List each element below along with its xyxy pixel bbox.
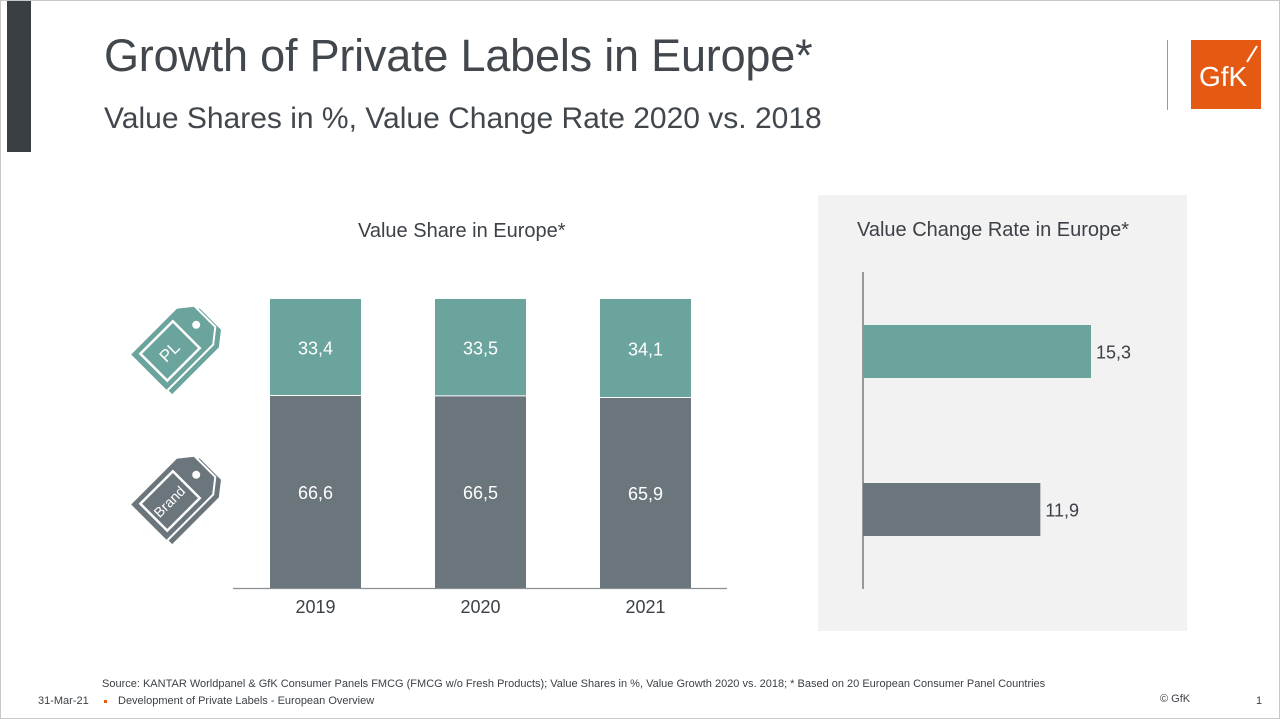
footer-source-note: Source: KANTAR Worldpanel & GfK Consumer… <box>102 678 1046 690</box>
data-label: 66,6 <box>298 483 333 503</box>
x-tick-label: 2020 <box>460 597 500 617</box>
gfk-logo: GfK <box>1191 40 1261 109</box>
bar-brand-2021 <box>600 397 691 588</box>
data-label: 33,5 <box>463 338 498 358</box>
bar-private-label <box>863 325 1091 378</box>
data-label: 11,9 <box>1045 501 1079 521</box>
data-label: 34,1 <box>628 339 663 359</box>
x-tick-label: 2021 <box>625 597 665 617</box>
brand-tag-icon: Brand <box>128 454 221 545</box>
bar-private-label-2019 <box>270 299 361 396</box>
bar-brand-2020 <box>435 395 526 588</box>
bar-brand <box>863 483 1041 536</box>
x-tick-label: 2019 <box>295 597 335 617</box>
gfk-logo-icon: GfK <box>1199 45 1258 92</box>
logo-slash <box>1246 45 1258 63</box>
footer-document-title: Development of Private Labels - European… <box>118 695 375 707</box>
bar-private-label-2020 <box>435 299 526 396</box>
gfk-logo-text: GfK <box>1199 61 1248 92</box>
data-label: 65,9 <box>628 484 663 504</box>
bar-brand-2019 <box>270 395 361 588</box>
footer-separator-dot <box>104 700 107 703</box>
logo-divider <box>1167 40 1168 110</box>
data-label: 33,4 <box>298 338 333 358</box>
footer-copyright: © GfK <box>1160 693 1191 705</box>
data-label: 15,3 <box>1096 343 1131 363</box>
title-accent-bar <box>7 1 31 152</box>
slide-subtitle: Value Shares in %, Value Change Rate 202… <box>104 102 822 135</box>
footer-page-number: 1 <box>1256 695 1263 707</box>
value-change-chart-title: Value Change Rate in Europe* <box>857 219 1130 241</box>
private-label-tag-icon: PL <box>128 304 221 395</box>
data-label: 66,5 <box>463 483 498 503</box>
value-share-chart-title: Value Share in Europe* <box>358 220 566 242</box>
value-change-panel <box>818 195 1187 631</box>
footer-date: 31-Mar-21 <box>38 695 89 707</box>
slide-title: Growth of Private Labels in Europe* <box>104 30 813 81</box>
bar-private-label-2021 <box>600 299 691 398</box>
